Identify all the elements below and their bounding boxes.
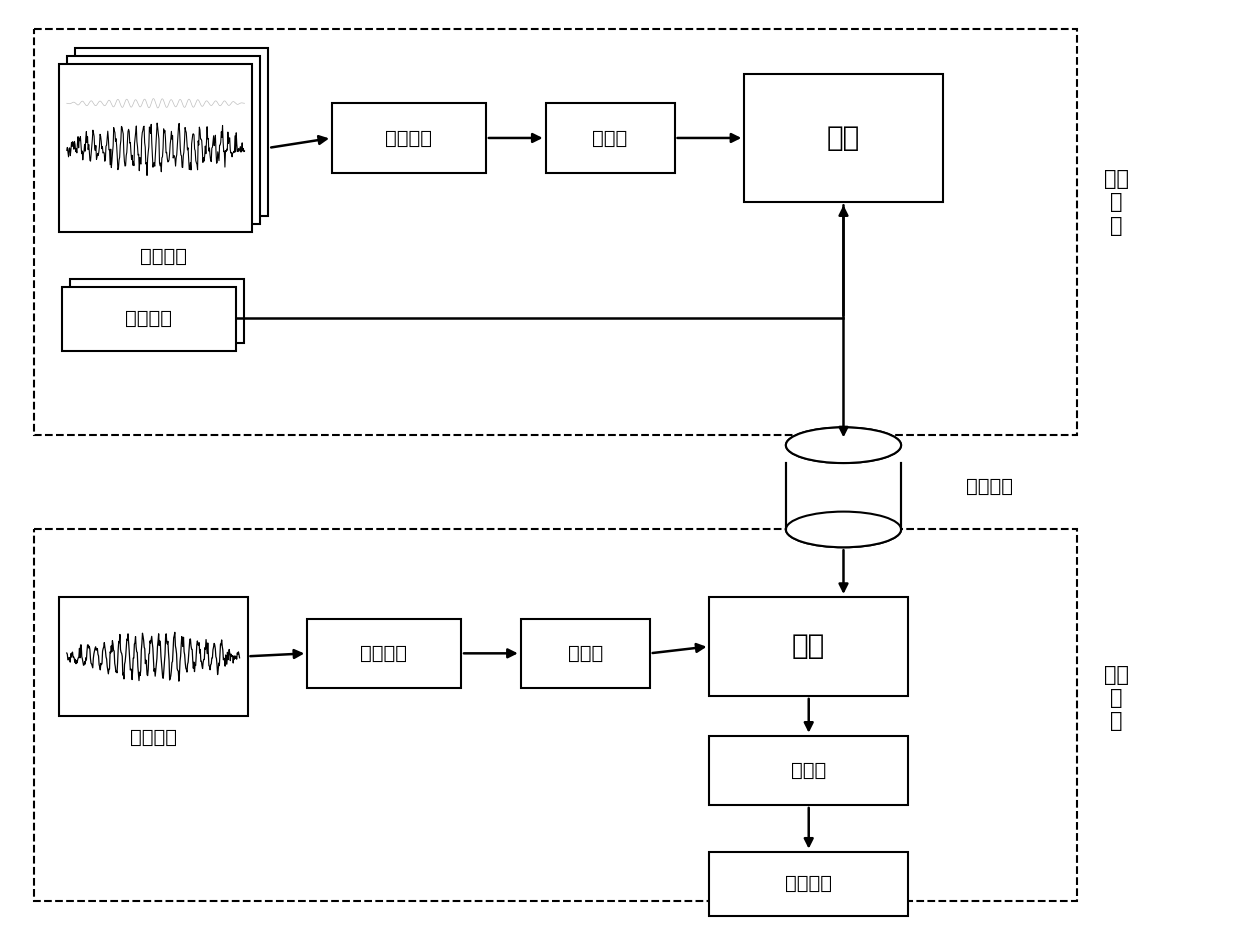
Bar <box>308 619 461 688</box>
Bar <box>33 530 1076 901</box>
Text: 归一化: 归一化 <box>568 644 603 663</box>
Bar <box>74 48 268 216</box>
Bar <box>546 103 675 172</box>
Text: 学习: 学习 <box>827 124 861 152</box>
Text: 音频数据: 音频数据 <box>130 728 176 747</box>
Ellipse shape <box>786 428 901 463</box>
Bar <box>521 619 650 688</box>
Bar <box>709 852 908 916</box>
Bar <box>332 103 486 172</box>
Text: 识别: 识别 <box>792 633 826 661</box>
Text: 特征提取: 特征提取 <box>360 644 407 663</box>
Text: 分类结果: 分类结果 <box>785 874 832 893</box>
Bar <box>62 286 236 351</box>
Bar <box>709 597 908 696</box>
Bar <box>709 736 908 805</box>
Text: 测试
阶
段: 测试 阶 段 <box>1104 665 1130 731</box>
Text: 特征提取: 特征提取 <box>384 128 432 148</box>
Ellipse shape <box>786 512 901 548</box>
Bar <box>67 56 260 225</box>
Ellipse shape <box>786 428 901 463</box>
Bar <box>58 597 248 716</box>
Text: 场景标签: 场景标签 <box>125 309 171 328</box>
Text: 音频数据: 音频数据 <box>140 247 186 267</box>
Bar <box>787 446 900 530</box>
Text: 声学模型: 声学模型 <box>966 477 1013 496</box>
Text: 后处理: 后处理 <box>791 761 826 780</box>
Text: 训练
阶
段: 训练 阶 段 <box>1104 169 1130 236</box>
Bar <box>69 279 243 344</box>
Ellipse shape <box>786 512 901 548</box>
Bar <box>744 74 942 202</box>
Bar <box>58 64 253 232</box>
Bar <box>33 29 1076 435</box>
Text: 归一化: 归一化 <box>593 128 627 148</box>
Bar <box>786 463 901 530</box>
